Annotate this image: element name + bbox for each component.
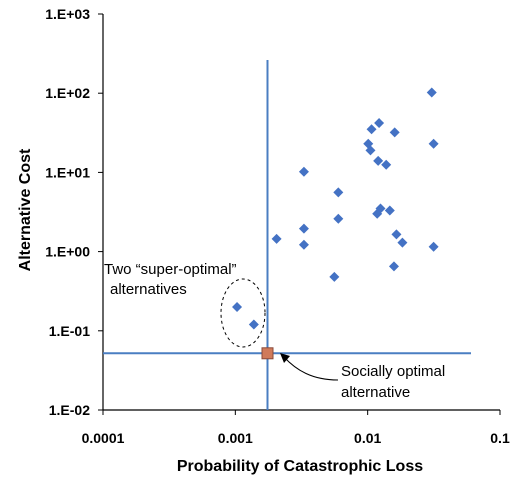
data-point [381,159,392,170]
data-point [271,233,282,244]
plot-axes [102,14,500,411]
data-point [373,155,384,166]
y-tick-label: 1.E+03 [45,6,90,22]
y-axis-title: Alternative Cost [17,148,34,271]
y-tick-label: 1.E-01 [49,323,90,339]
optimal-label-line1: Socially optimal [341,363,445,380]
y-tick-label: 1.E+01 [45,164,90,180]
data-point [329,271,340,282]
data-point [298,223,309,234]
data-point [298,166,309,177]
y-tick-label: 1.E-02 [49,402,90,418]
data-point [374,118,385,129]
data-point [388,261,399,272]
x-tick-label: 0.01 [354,430,381,446]
super-optimal-ellipse [220,278,266,348]
super-optimal-label-line2: alternatives [110,281,187,298]
y-tick-label: 1.E+00 [45,244,90,260]
data-point [397,237,408,248]
optimal-label-line2: alternative [341,384,410,401]
data-point [248,319,259,330]
data-point [366,124,377,135]
data-point [428,241,439,252]
annotations: Two “super-optimal” alternatives Sociall… [104,261,445,401]
data-point [384,205,395,216]
x-tick-label: 0.001 [218,430,253,446]
data-point [426,87,437,98]
data-point [333,187,344,198]
optimal-point-group [261,347,274,360]
optimal-point [261,347,274,360]
x-axis-title: Probability of Catastrophic Loss [177,458,423,475]
optimal-arrow-head [280,353,290,363]
optimal-arrow-line [283,356,339,381]
y-tick-labels: 1.E-02 1.E-01 1.E+00 1.E+01 1.E+02 1.E+03 [45,6,103,418]
data-point [232,301,243,312]
data-point [375,203,386,214]
data-points [232,87,439,330]
data-point [333,213,344,224]
x-tick-label: 0.1 [490,430,510,446]
data-point [365,145,376,156]
x-tick-labels: 0.0001 0.001 0.01 0.1 [82,410,510,446]
y-tick-label: 1.E+02 [45,85,90,101]
x-tick-label: 0.0001 [82,430,125,446]
super-optimal-label-line1: Two “super-optimal” [104,261,237,278]
data-point [391,229,402,240]
data-point [428,138,439,149]
data-point [298,239,309,250]
data-point [389,127,400,138]
